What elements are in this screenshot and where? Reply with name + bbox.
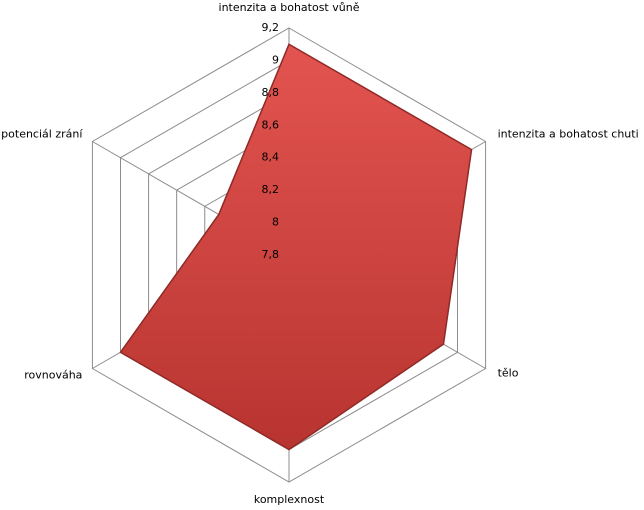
tick-label: 9,2 bbox=[262, 21, 280, 34]
category-label: komplexnost bbox=[254, 493, 325, 506]
category-label: potenciál zrání bbox=[1, 128, 83, 141]
category-label: rovnováha bbox=[24, 369, 82, 382]
tick-label: 8,8 bbox=[262, 86, 280, 99]
tick-label: 9 bbox=[272, 53, 279, 66]
category-label: intenzita a bohatost vůně bbox=[219, 1, 360, 14]
tick-label: 7,8 bbox=[262, 248, 280, 261]
data-area bbox=[119, 43, 473, 451]
tick-label: 8,6 bbox=[262, 118, 280, 131]
category-label: intenzita a bohatost chuti bbox=[498, 128, 639, 141]
tick-label: 8,2 bbox=[262, 183, 280, 196]
tick-label: 8,4 bbox=[262, 151, 280, 164]
category-label: tělo bbox=[498, 367, 519, 380]
tick-label: 8 bbox=[272, 216, 279, 229]
